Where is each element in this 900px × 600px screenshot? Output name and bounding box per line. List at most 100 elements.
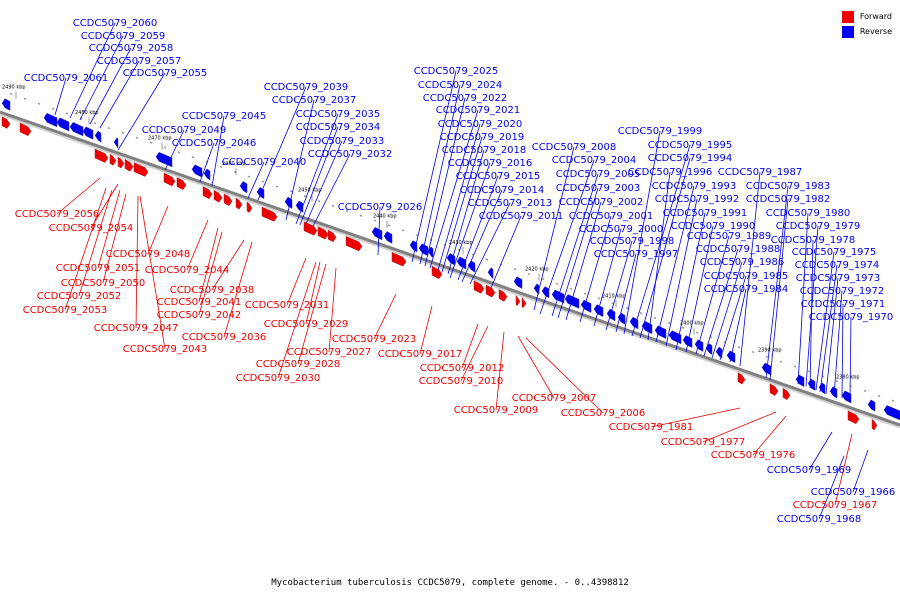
- reverse-gene: [1, 98, 11, 111]
- reverse-gene: [446, 253, 456, 266]
- reverse-gene: [418, 243, 429, 257]
- forward-gene-label: CCDC5079_2017: [378, 349, 463, 360]
- reverse-gene-label: CCDC5079_2026: [338, 202, 423, 213]
- track-marker: [163, 146, 167, 149]
- reverse-gene-label: CCDC5079_2005: [556, 169, 641, 180]
- legend-item-forward: Forward: [841, 9, 892, 24]
- reverse-gene-label: CCDC5079_1987: [718, 167, 803, 178]
- reverse-gene-label: CCDC5079_1995: [648, 140, 733, 151]
- reverse-gene-label: CCDC5079_1985: [704, 271, 789, 282]
- leader-line: [211, 239, 245, 291]
- leader-line: [437, 123, 481, 271]
- reverse-gene-label: CCDC5079_2021: [436, 105, 521, 116]
- track-marker: [345, 209, 349, 213]
- forward-gene: [109, 153, 117, 166]
- forward-gene: [303, 221, 318, 236]
- forward-gene: [473, 280, 485, 294]
- leader-line: [539, 159, 595, 315]
- forward-gene-label: CCDC5079_2028: [256, 359, 341, 370]
- reverse-gene: [617, 312, 626, 325]
- leader-line: [305, 261, 321, 325]
- track-marker: [653, 316, 657, 320]
- forward-gene: [94, 148, 109, 163]
- reverse-gene-label: CCDC5079_2037: [272, 95, 357, 106]
- leader-line: [533, 146, 575, 311]
- forward-gene-label: CCDC5079_2044: [145, 265, 230, 276]
- reverse-gene: [203, 168, 211, 181]
- forward-gene: [117, 156, 125, 169]
- track-marker: [149, 141, 153, 144]
- reverse-gene: [593, 304, 604, 318]
- reverse-gene: [467, 260, 476, 273]
- reverse-gene: [682, 335, 693, 349]
- reverse-gene-label: CCDC5079_2059: [81, 31, 166, 42]
- forward-gene-label: CCDC5079_2048: [106, 249, 191, 260]
- tick-label: 2430 kbp: [449, 240, 473, 246]
- track-marker: [807, 370, 811, 373]
- reverse-gene-label: CCDC5079_2008: [532, 142, 617, 153]
- reverse-gene-label: CCDC5079_1983: [746, 181, 831, 192]
- reverse-gene: [239, 181, 248, 194]
- reverse-gene: [409, 240, 418, 253]
- track-marker: [835, 380, 839, 383]
- reverse-gene: [694, 339, 704, 352]
- forward-gene: [485, 284, 496, 298]
- reverse-gene-label: CCDC5079_1994: [648, 153, 733, 164]
- leader-line: [304, 140, 343, 227]
- reverse-gene-label: CCDC5079_1979: [776, 221, 861, 232]
- leader-line: [819, 264, 838, 393]
- forward-gene: [847, 410, 860, 425]
- forward-gene: [261, 206, 278, 222]
- forward-gene-label: CCDC5079_2029: [264, 319, 349, 330]
- forward-gene-label: CCDC5079_2053: [23, 305, 108, 316]
- leader-line: [198, 227, 219, 303]
- track-marker: [37, 102, 41, 105]
- leader-line: [89, 47, 132, 125]
- forward-gene-label: CCDC5079_2038: [170, 285, 255, 296]
- forward-gene: [521, 296, 527, 309]
- reverse-gene-label: CCDC5079_1997: [594, 249, 679, 260]
- leader-line: [64, 187, 107, 311]
- reverse-gene: [726, 350, 736, 364]
- leader-line: [247, 161, 265, 199]
- reverse-gene: [841, 390, 852, 404]
- leader-line: [695, 235, 730, 355]
- reverse-gene-label: CCDC5079_1966: [811, 487, 896, 498]
- reverse-gene-label: CCDC5079_2060: [73, 18, 158, 29]
- leader-line: [199, 142, 215, 183]
- leader-line: [277, 261, 317, 379]
- reverse-gene: [533, 283, 540, 296]
- tick-label: 2440 kbp: [373, 214, 397, 220]
- forward-gene: [163, 172, 176, 187]
- leader-line: [719, 275, 747, 361]
- forward-gene: [124, 159, 134, 172]
- axis-ticks: 2490 kbp 2480 kbp 2470 kbp 2460 kbp 2450 kbp…: [2, 85, 860, 389]
- track-marker: [261, 180, 265, 183]
- leader-line: [647, 171, 671, 341]
- leader-line: [852, 449, 869, 493]
- forward-gene: [235, 197, 243, 210]
- reverse-gene-label: CCDC5079_1986: [700, 257, 785, 268]
- forward-gene-label: CCDC5079_2009: [454, 405, 539, 416]
- leader-line: [557, 187, 599, 319]
- track-marker: [303, 195, 307, 198]
- gene-features: [1, 98, 900, 431]
- track-marker: [751, 350, 755, 354]
- reverse-gene-label: CCDC5079_2002: [559, 197, 644, 208]
- forward-gene: [223, 193, 233, 207]
- track-marker: [597, 297, 601, 300]
- leader-line: [90, 183, 119, 229]
- tick-label: 2390 kbp: [758, 348, 782, 354]
- track-marker: [513, 268, 517, 271]
- forward-gene: [19, 122, 32, 137]
- tick-label: 2450 kbp: [298, 188, 322, 194]
- reverse-gene-label: CCDC5079_1991: [663, 208, 748, 219]
- reverse-gene-label: CCDC5079_1982: [746, 194, 831, 205]
- reverse-gene-label: CCDC5079_2049: [142, 125, 227, 136]
- reverse-gene: [541, 286, 550, 299]
- track-marker: [555, 282, 559, 286]
- forward-gene-label: CCDC5079_2007: [512, 393, 597, 404]
- genome-caption: Mycobacterium tuberculosis CCDC5079, com…: [271, 578, 629, 588]
